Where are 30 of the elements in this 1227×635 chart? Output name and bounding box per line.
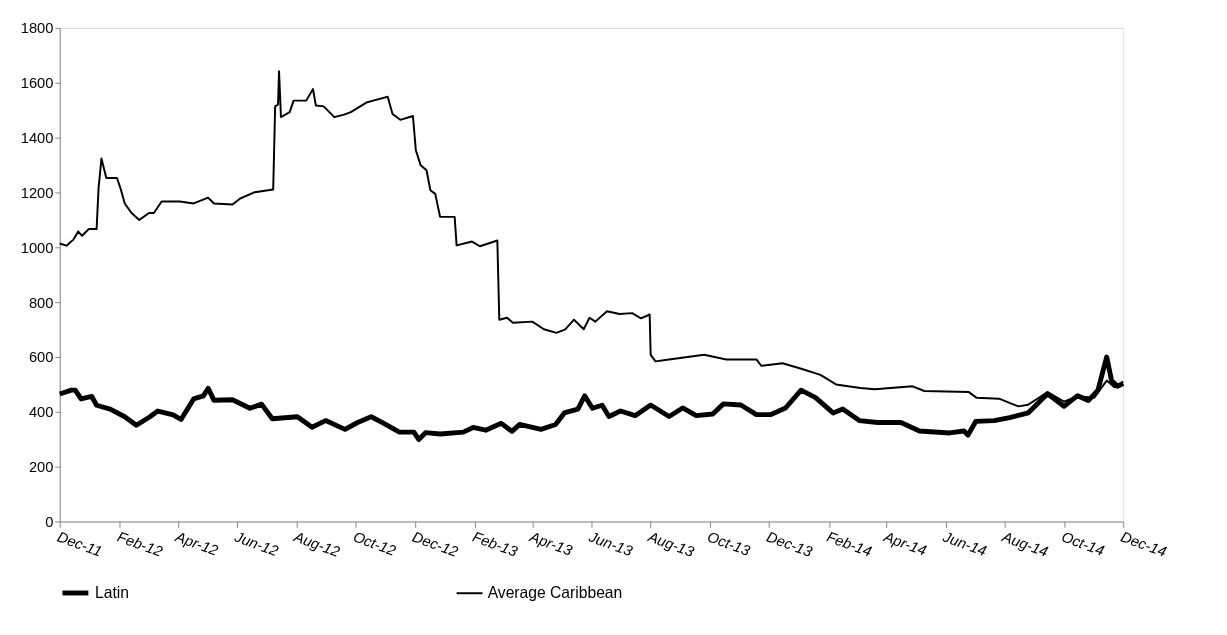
x-tick-label: Dec-13 — [764, 528, 816, 561]
x-tick-label: Dec-11 — [55, 528, 105, 560]
x-tick-label: Feb-14 — [824, 528, 874, 560]
x-tick-label: Feb-12 — [115, 528, 165, 560]
y-tick-label: 800 — [28, 294, 54, 311]
y-tick-label: 1400 — [20, 130, 54, 147]
x-tick-label: Feb-13 — [470, 528, 521, 560]
x-tick-label: Dec-14 — [1118, 528, 1169, 560]
x-tick-label: Jun-13 — [585, 528, 636, 560]
y-tick-label: 1200 — [20, 184, 54, 201]
x-tick-label: Apr-14 — [880, 528, 929, 559]
x-tick-label: Aug-13 — [645, 528, 697, 561]
x-tick-label: Apr-12 — [172, 528, 221, 559]
x-tick-label: Oct-13 — [705, 528, 753, 560]
x-tick-label: Jun-14 — [940, 528, 989, 560]
x-tick-label: Jun-12 — [231, 528, 281, 560]
y-tick-label: 1000 — [20, 239, 54, 256]
x-tick-label: Apr-13 — [526, 528, 576, 559]
x-tick-label: Aug-14 — [999, 528, 1051, 560]
y-tick-label: 1600 — [20, 75, 54, 92]
legend-label: Latin — [94, 583, 129, 601]
legend-label: Average Caribbean — [487, 584, 623, 602]
y-tick-label: 1800 — [20, 20, 54, 37]
y-tick-label: 0 — [45, 513, 54, 530]
x-tick-label: Aug-12 — [291, 528, 342, 560]
x-tick-label: Oct-14 — [1059, 528, 1107, 559]
y-tick-label: 200 — [28, 459, 54, 476]
y-tick-label: 400 — [28, 404, 54, 421]
y-tick-label: 600 — [28, 349, 54, 366]
x-tick-label: Oct-12 — [351, 528, 398, 559]
